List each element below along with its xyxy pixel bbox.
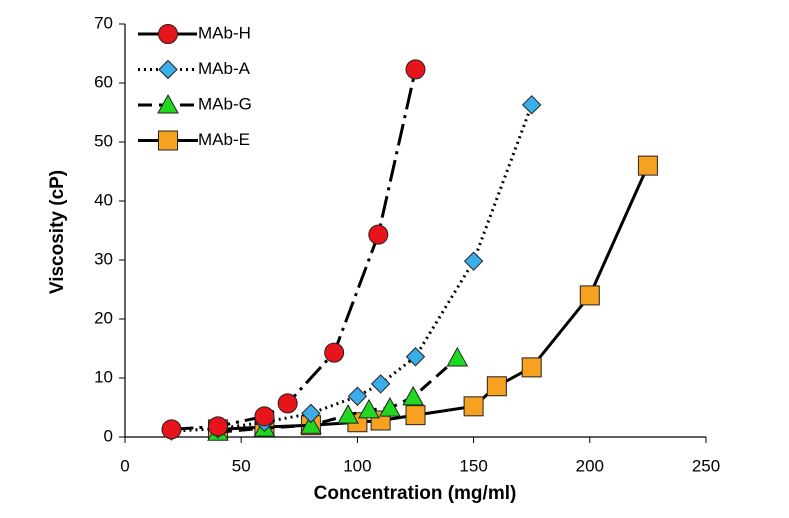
marker <box>521 95 542 115</box>
marker <box>463 396 484 417</box>
marker <box>637 155 658 176</box>
marker <box>207 416 228 437</box>
x-tick-label: 0 <box>120 456 129 475</box>
marker <box>446 346 469 367</box>
y-tick-label: 40 <box>94 190 113 209</box>
x-tick-label: 200 <box>576 456 604 475</box>
marker <box>300 414 322 434</box>
marker <box>579 285 600 306</box>
marker <box>157 93 179 114</box>
x-tick-label: 250 <box>692 456 720 475</box>
marker <box>368 224 389 245</box>
y-tick-label: 30 <box>94 249 113 268</box>
marker <box>347 386 368 406</box>
marker <box>486 376 507 397</box>
marker <box>405 405 426 426</box>
legend-label: MAb-H <box>198 23 251 42</box>
marker <box>301 403 321 424</box>
legend-label: MAb-G <box>198 94 252 113</box>
marker <box>158 59 178 80</box>
marker <box>161 419 182 440</box>
x-tick-label: 50 <box>232 456 251 475</box>
marker <box>277 393 298 414</box>
marker <box>158 130 178 151</box>
y-tick-label: 10 <box>94 367 113 386</box>
marker <box>254 406 275 427</box>
x-tick-label: 150 <box>459 456 487 475</box>
marker <box>405 347 426 367</box>
legend-label: MAb-E <box>198 130 250 149</box>
marker <box>521 357 542 378</box>
marker <box>379 397 401 417</box>
marker <box>158 24 178 44</box>
y-tick-label: 60 <box>94 72 113 91</box>
y-tick-label: 0 <box>104 426 113 445</box>
y-tick-label: 70 <box>94 13 113 32</box>
x-tick-label: 100 <box>343 456 371 475</box>
legend-label: MAb-A <box>198 59 251 78</box>
marker <box>370 374 391 394</box>
y-tick-label: 50 <box>94 131 113 150</box>
marker <box>402 385 425 406</box>
series-line <box>171 104 534 433</box>
y-tick-label: 20 <box>94 308 113 327</box>
x-axis-title: Concentration (mg/ml) <box>314 483 517 504</box>
y-axis-title: Viscosity (cP) <box>47 170 68 294</box>
marker <box>358 398 380 419</box>
marker <box>337 404 359 424</box>
marker <box>324 342 345 363</box>
series-line <box>171 69 417 431</box>
marker <box>463 251 484 271</box>
marker <box>405 59 426 80</box>
